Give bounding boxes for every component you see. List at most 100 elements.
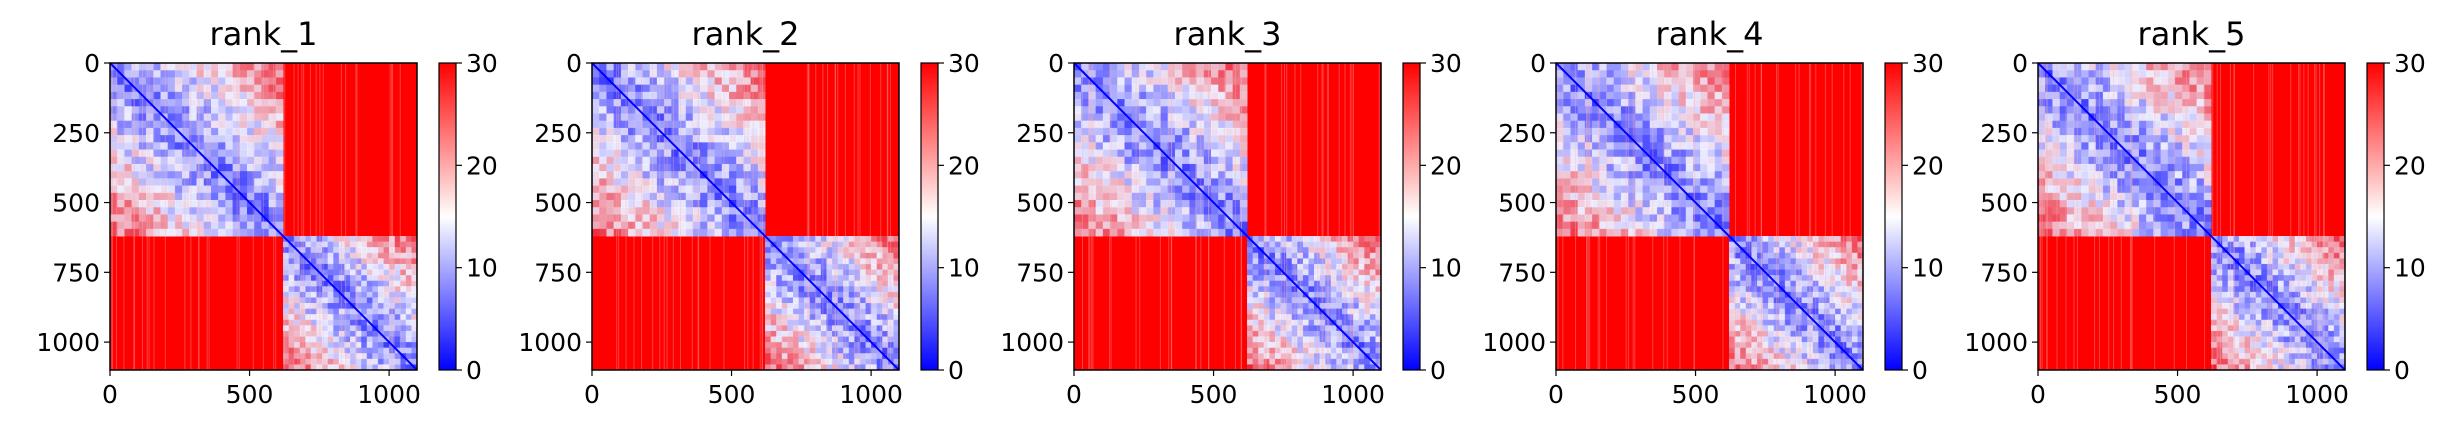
heatmap-cell	[1642, 142, 1651, 151]
heatmap-cell	[366, 286, 373, 293]
heatmap-cell	[736, 84, 744, 93]
heatmap-cell	[882, 286, 889, 293]
heatmap-cell	[1664, 106, 1672, 114]
heatmap-cell	[146, 135, 154, 143]
heatmap-cell	[1138, 163, 1147, 172]
heatmap-cell	[1807, 336, 1814, 343]
heatmap-cell	[1620, 120, 1629, 129]
heatmap-cell	[1664, 70, 1672, 78]
heatmap-cell	[1584, 192, 1593, 201]
heatmap-cell	[1768, 347, 1775, 354]
heatmap-cell	[377, 303, 385, 310]
heatmap-cell	[859, 342, 867, 349]
heatmap-cell	[613, 221, 622, 230]
heatmap-cell	[837, 280, 844, 287]
heatmap-cell	[599, 63, 607, 71]
heatmap-cell	[210, 84, 219, 93]
heatmap-cell	[1584, 84, 1593, 93]
heatmap-cell	[268, 135, 277, 143]
heatmap-cell	[1851, 303, 1858, 310]
heatmap-cell	[225, 214, 234, 223]
heatmap-cell	[1784, 319, 1791, 326]
heatmap-cell	[770, 236, 777, 243]
heatmap-cell	[1812, 303, 1819, 310]
heatmap-cell	[305, 236, 312, 243]
heatmap-cell	[305, 325, 312, 332]
heatmap-cell	[1210, 192, 1219, 201]
heatmap-cell	[1297, 297, 1304, 304]
heatmap-cell	[383, 308, 390, 315]
heatmap-cell	[1685, 163, 1694, 172]
heatmap-cell	[1762, 319, 1769, 326]
heatmap-cell	[294, 275, 301, 282]
heatmap-cell	[1131, 91, 1140, 100]
heatmap-cell	[1182, 156, 1190, 165]
heatmap-cell	[299, 325, 306, 332]
heatmap-cell	[377, 347, 385, 354]
heatmap-cell	[361, 252, 368, 259]
heatmap-cell	[131, 163, 140, 172]
heatmap-cell	[1280, 263, 1287, 271]
heatmap-cell	[327, 364, 334, 371]
heatmap-cell	[1364, 258, 1371, 265]
heatmap-cell	[131, 135, 140, 143]
heatmap-cell	[2052, 63, 2061, 71]
heatmap-cell	[1302, 252, 1309, 259]
heatmap-cell	[1700, 77, 1708, 86]
heatmap-cell	[882, 252, 889, 259]
heatmap-cell	[322, 353, 329, 360]
y-tick-label: 750	[52, 258, 100, 287]
heatmap-cell	[1556, 149, 1564, 158]
heatmap-cell	[383, 258, 390, 265]
heatmap-cell	[1369, 269, 1376, 276]
heatmap-cell	[1182, 178, 1190, 187]
heatmap-cell	[776, 314, 783, 321]
heatmap-cell	[1818, 308, 1825, 315]
heatmap-cell	[1353, 291, 1360, 298]
heatmap-cell	[189, 178, 198, 187]
heatmap-cell	[757, 113, 766, 122]
heatmap-cell	[283, 275, 290, 282]
heatmap-cell	[1325, 236, 1332, 243]
heatmap-cell	[642, 106, 651, 114]
heatmap-cell	[678, 214, 687, 223]
heatmap-cell	[1740, 308, 1747, 315]
heatmap-cell	[1232, 63, 1241, 71]
heatmap-cell	[1308, 319, 1315, 326]
heatmap-cell	[635, 120, 643, 129]
heatmap-cell	[757, 99, 766, 107]
heatmap-cell	[1678, 127, 1687, 136]
heatmap-cell	[1584, 228, 1593, 237]
heatmap-cell	[743, 91, 752, 100]
heatmap-cell	[798, 336, 805, 343]
heatmap-cell	[781, 247, 788, 254]
heatmap-cell	[322, 252, 329, 259]
heatmap-cell	[1818, 330, 1825, 338]
heatmap-cell	[1685, 214, 1694, 223]
heatmap-cell	[1671, 84, 1680, 93]
heatmap-cell	[750, 120, 759, 129]
heatmap-cell	[1167, 163, 1176, 172]
heatmap-cell	[707, 120, 716, 129]
heatmap-cell	[1081, 207, 1089, 215]
heatmap-cell	[692, 120, 701, 129]
heatmap-cell	[1088, 178, 1097, 187]
heatmap-cell	[743, 135, 752, 143]
heatmap-cell	[400, 319, 407, 326]
heatmap-cell	[1779, 263, 1786, 271]
heatmap-cell	[1319, 252, 1326, 259]
heatmap-cell	[649, 106, 658, 114]
heatmap-cell	[1756, 275, 1764, 282]
heatmap-cell	[1375, 314, 1382, 321]
heatmap-cell	[1225, 99, 1234, 107]
heatmap-cell	[692, 91, 701, 100]
heatmap-cell	[1556, 207, 1564, 215]
heatmap-cell	[826, 263, 833, 271]
heatmap-cell	[887, 342, 894, 349]
heatmap-cell	[333, 269, 340, 276]
heatmap-cell	[2081, 84, 2089, 93]
heatmap-cell	[182, 120, 190, 129]
heatmap-cell	[649, 91, 658, 100]
heatmap-cell	[843, 303, 850, 310]
heatmap-cell	[678, 207, 687, 215]
